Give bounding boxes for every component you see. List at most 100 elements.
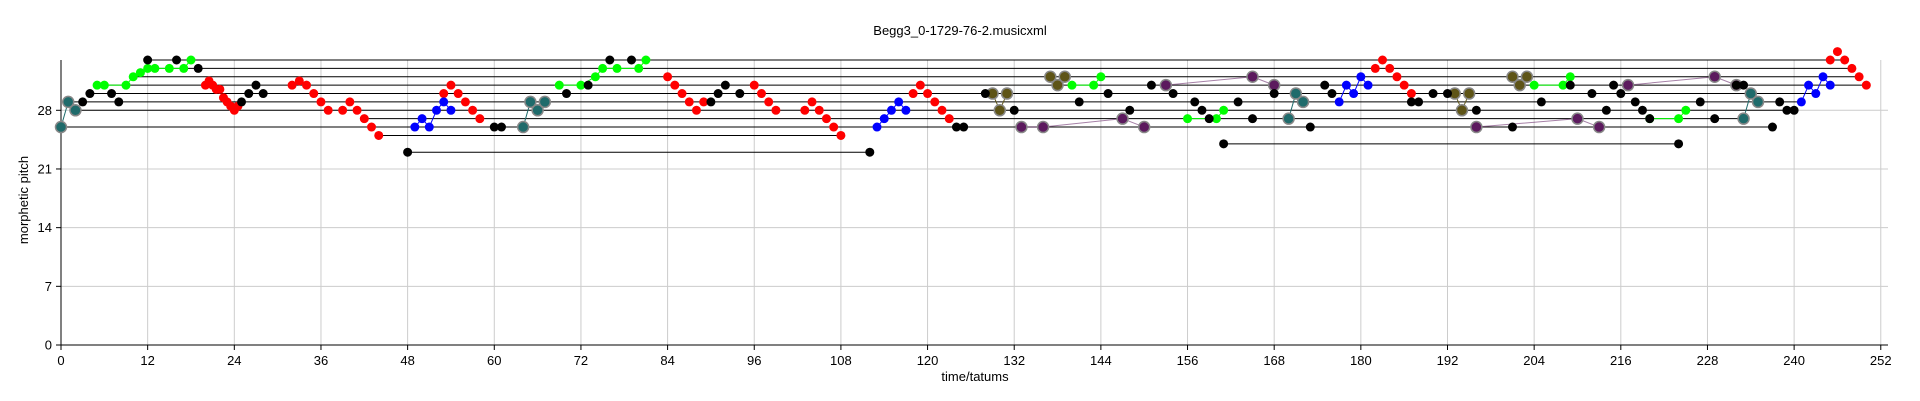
data-point [1571, 112, 1584, 125]
data-point [1630, 97, 1640, 107]
x-tick-label: 192 [1437, 353, 1459, 368]
data-point [1074, 97, 1084, 107]
data-point [417, 114, 427, 124]
data-point [1159, 78, 1173, 92]
data-point [612, 63, 622, 73]
data-point [1811, 89, 1821, 99]
data-point [1248, 114, 1258, 124]
data-point [1565, 72, 1575, 82]
data-point [1378, 55, 1388, 65]
data-point [1645, 114, 1655, 124]
data-point [143, 63, 153, 73]
data-point [1392, 72, 1402, 82]
data-point [821, 114, 831, 124]
data-point [1558, 80, 1568, 90]
data-point [1246, 70, 1259, 84]
data-point [1804, 80, 1814, 90]
data-point [316, 97, 326, 107]
data-point [1529, 80, 1539, 90]
data-point [1327, 89, 1337, 99]
data-point [1507, 122, 1517, 132]
data-point [85, 89, 95, 99]
data-point [309, 89, 319, 99]
data-point [879, 114, 889, 124]
data-point [800, 105, 810, 115]
data-point [1621, 78, 1635, 92]
data-point [1233, 97, 1243, 107]
data-point [251, 80, 261, 90]
data-point [807, 97, 817, 107]
data-point [749, 80, 759, 90]
y-tick-label: 0 [45, 338, 52, 353]
data-point [135, 68, 145, 78]
data-point [1096, 72, 1106, 82]
x-tick-label: 60 [487, 353, 501, 368]
data-point [1406, 89, 1416, 99]
data-points [54, 47, 1871, 157]
data-point [489, 122, 499, 132]
data-point [61, 95, 75, 109]
connector-lines [61, 59, 1867, 153]
data-point [128, 72, 138, 82]
data-point [1462, 87, 1476, 100]
data-point [114, 97, 124, 107]
data-point [1289, 87, 1303, 100]
data-point [215, 84, 225, 94]
data-point [359, 114, 369, 124]
data-point [699, 97, 709, 107]
data-point [186, 55, 196, 65]
data-point [410, 122, 420, 132]
x-tick-label: 108 [830, 353, 852, 368]
x-tick-label: 240 [1783, 353, 1805, 368]
data-point [193, 63, 203, 73]
data-point [1737, 112, 1750, 125]
data-point [237, 97, 247, 107]
data-point [1744, 87, 1758, 100]
data-point [980, 89, 990, 99]
data-point [345, 97, 355, 107]
x-tick-label: 132 [1003, 353, 1025, 368]
data-point [1767, 122, 1777, 132]
x-tick-label: 84 [660, 353, 674, 368]
data-point [865, 147, 875, 157]
data-point [121, 80, 131, 90]
x-tick-label: 72 [574, 353, 588, 368]
data-point [69, 104, 82, 117]
data-point [1513, 78, 1526, 92]
data-point [1399, 80, 1409, 90]
data-point [713, 89, 723, 99]
data-point [1116, 112, 1129, 125]
data-point [1471, 105, 1481, 115]
data-point [937, 105, 947, 115]
x-tick-label: 216 [1610, 353, 1632, 368]
data-point [1796, 97, 1806, 107]
data-point [720, 80, 730, 90]
data-point [1356, 72, 1366, 82]
data-point [1125, 105, 1135, 115]
data-point [468, 105, 478, 115]
data-point [1211, 114, 1221, 124]
data-point [439, 97, 449, 107]
x-tick-label: 12 [140, 353, 154, 368]
data-point [1825, 55, 1835, 65]
data-point [829, 122, 839, 132]
data-point [99, 80, 109, 90]
y-ticks: 0 7 14 21 28 [38, 103, 61, 353]
x-tick-label: 48 [400, 353, 414, 368]
data-point [1219, 105, 1229, 115]
data-point [107, 89, 117, 99]
data-point [684, 97, 694, 107]
data-point [352, 105, 362, 115]
data-point [561, 89, 571, 99]
data-point [1695, 97, 1705, 107]
x-tick-label: 120 [917, 353, 939, 368]
data-point [150, 63, 160, 73]
data-point [1470, 120, 1483, 134]
series-line [1021, 118, 1145, 128]
data-point [1428, 89, 1438, 99]
data-point [1015, 120, 1028, 134]
data-point [908, 89, 918, 99]
data-point [634, 63, 644, 73]
data-point [677, 89, 687, 99]
y-axis-label: morphetic pitch [16, 156, 31, 244]
